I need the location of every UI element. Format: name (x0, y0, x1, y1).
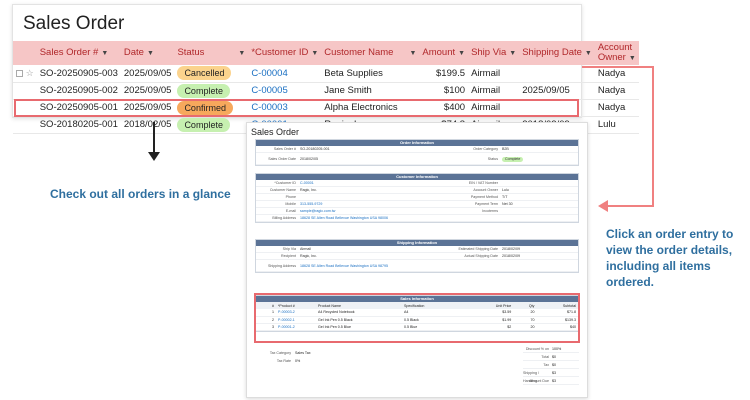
cell-shipping-date (519, 65, 595, 83)
cell-date: 2025/09/05 (120, 82, 175, 100)
detail-title: Sales Order (251, 127, 300, 137)
sort-caret-icon: ▼ (409, 49, 417, 57)
order-information-section: Order Information Sales Order # SO-20180… (255, 139, 579, 166)
cell-customer-id[interactable]: C-00004 (248, 65, 322, 83)
sales-order-detail-screenshot: Sales Order Order Information Sales Orde… (246, 122, 588, 398)
cell-account-owner: Lulu (594, 116, 639, 134)
sort-caret-icon: ▼ (238, 49, 246, 57)
left-arrow-icon (598, 200, 608, 212)
tax-fields: Tax Category Sales Tax Tax Rate 0% (269, 351, 311, 363)
sort-caret-icon: ▼ (311, 49, 319, 57)
col-amount[interactable]: Amount ▼ (419, 41, 469, 65)
sort-caret-icon: ▼ (146, 49, 154, 57)
down-arrow-icon (148, 152, 160, 161)
col-shipping-date[interactable]: Shipping Date ▼ (519, 41, 595, 65)
row-checkbox[interactable] (16, 69, 23, 77)
section-heading: Order Information (256, 140, 578, 146)
connector-line (652, 66, 654, 207)
shipping-information-section: Shipping Information Ship Via Airmail Es… (255, 239, 579, 273)
status-badge: Complete (177, 117, 230, 132)
tax-rate-field[interactable]: 0% (295, 359, 301, 363)
sort-caret-icon: ▼ (584, 49, 592, 57)
caption-right: Click an order entry to view the order d… (606, 227, 734, 289)
select-column (13, 41, 37, 65)
section-heading: Shipping Information (256, 240, 578, 246)
status-badge: Confirmed (177, 100, 233, 115)
totals-panel: Discount % on 100% Total $0 Tax $0 Shipping… (523, 345, 579, 385)
col-date[interactable]: Date ▼ (120, 41, 175, 65)
cell-shipping-date: 2025/09/05 (519, 82, 595, 100)
sales-information-section: Sales Information # *Product # Product N… (255, 295, 579, 332)
items-table: # *Product # Product Name Specification … (256, 302, 578, 331)
cell-customer-name: Beta Supplies (321, 65, 420, 83)
status-badge: Complete (502, 157, 524, 162)
col-customer-name[interactable]: Customer Name ▼ (321, 41, 420, 65)
cell-customer-name: Jane Smith (321, 82, 420, 100)
cell-amount: $199.5 (419, 65, 469, 83)
cell-account-owner: Nadya (594, 82, 639, 100)
cell-amount: $100 (419, 82, 469, 100)
status-badge: Complete (177, 83, 230, 98)
table-row[interactable]: SO-20250905-002 2025/09/05 Complete C-00… (13, 82, 639, 100)
cell-account-owner: Nadya (594, 99, 639, 117)
cell-sales-order-no[interactable]: SO-20250905-002 (36, 82, 121, 100)
down-arrow-line (153, 122, 155, 158)
sales-order-table: Sales Order # ▼ Date ▼ Status ▼ *Customer I… (13, 41, 639, 134)
list-title: Sales Order (23, 13, 125, 34)
cell-date: 2018/02/05 (120, 116, 175, 134)
section-heading: Sales Information (256, 296, 578, 302)
cell-account-owner: Nadya (594, 65, 639, 83)
item-row[interactable]: 3 P-00001-2 Gel Ink Pen 0.5 Blue 0.5 Blu… (256, 323, 578, 331)
cell-ship-via: Airmail (468, 65, 520, 83)
order-date-field[interactable]: 2018/02/05 (300, 157, 318, 161)
table-row[interactable]: ☆ SO-20250905-003 2025/09/05 Cancelled C… (13, 65, 639, 83)
status-badge: Cancelled (177, 66, 232, 81)
col-ship-via[interactable]: Ship Via ▼ (468, 41, 520, 65)
table-header-row: Sales Order # ▼ Date ▼ Status ▼ *Customer I… (13, 41, 639, 65)
col-account-owner[interactable]: Account Owner ▼ (594, 41, 639, 65)
col-sales-order-no[interactable]: Sales Order # ▼ (36, 41, 121, 65)
item-row[interactable]: 2 P-00002-1 Gel Ink Pen 0.5 Black 0.5 Bl… (256, 316, 578, 324)
sort-caret-icon: ▼ (101, 49, 109, 57)
cell-sales-order-no[interactable]: SO-20180205-001 (36, 116, 121, 134)
cell-ship-via: Airmail (468, 82, 520, 100)
sort-caret-icon: ▼ (458, 49, 466, 57)
items-highlight-outline (254, 293, 580, 343)
cell-customer-id[interactable]: C-00005 (248, 82, 322, 100)
highlighted-row-outline (14, 99, 579, 117)
tax-category-field[interactable]: Sales Tax (295, 351, 311, 355)
col-status[interactable]: Status ▼ (174, 41, 249, 65)
section-heading: Customer Information (256, 174, 578, 180)
cell-date: 2025/09/05 (120, 65, 175, 83)
cell-sales-order-no[interactable]: SO-20250905-003 (36, 65, 121, 83)
category-field[interactable]: B2B (502, 147, 509, 151)
connector-line (608, 205, 654, 207)
item-row[interactable]: 1 P-00003-2 A4 Recycled Notebook A4 $3.5… (256, 309, 578, 317)
customer-information-section: Customer Information *Customer ID C-0000… (255, 173, 579, 223)
star-icon[interactable]: ☆ (25, 67, 34, 78)
sort-caret-icon: ▼ (509, 49, 517, 57)
col-customer-id[interactable]: *Customer ID ▼ (248, 41, 322, 65)
sort-caret-icon: ▼ (628, 54, 636, 62)
table-row[interactable]: SO-20250905-001 2025/09/05 Confirmed C-0… (13, 99, 639, 117)
customer-id-link[interactable]: C-00001 (300, 181, 314, 185)
order-no-field[interactable]: SO-20180205-001 (300, 147, 330, 151)
connector-line (582, 66, 654, 68)
caption-left: Check out all orders in a glance (50, 187, 231, 201)
